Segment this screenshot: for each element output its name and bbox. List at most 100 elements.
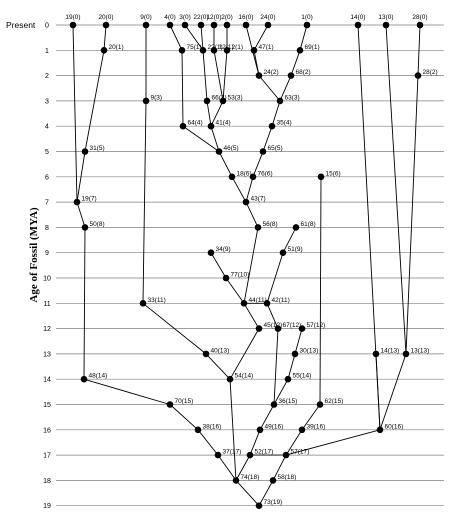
tree-node	[279, 249, 287, 256]
tree-node	[197, 21, 205, 29]
tree-node	[81, 148, 89, 155]
y-tick-label: 12	[43, 326, 51, 333]
tree-node	[102, 21, 110, 29]
tree-node	[382, 21, 390, 29]
tree-edge	[76, 151, 86, 203]
tree-edge	[245, 176, 254, 203]
node-label: 15(6)	[326, 170, 341, 177]
y-tick-label: 15	[43, 402, 51, 409]
node-label: 13(0)	[378, 14, 393, 21]
tree-node	[269, 477, 277, 484]
node-label: 77(10)	[231, 272, 250, 279]
tree-node	[414, 72, 422, 79]
node-label: 19(0)	[65, 14, 80, 21]
tree-edge	[271, 100, 281, 127]
tree-edge	[385, 24, 407, 354]
tree-node	[81, 224, 89, 231]
y-tick-label: 9	[45, 250, 49, 257]
node-label: 44(11)	[249, 297, 267, 304]
tree-edge	[213, 50, 224, 101]
y-tick-label: 7	[45, 200, 49, 207]
tree-node	[291, 350, 299, 358]
tree-edge	[279, 75, 292, 102]
tree-node	[178, 47, 186, 54]
y-tick-label: 14	[43, 377, 51, 384]
tree-node	[194, 426, 202, 434]
node-label: 64(4)	[188, 120, 203, 127]
node-label: 57(17)	[291, 449, 310, 456]
node-label: 56(8)	[263, 221, 278, 228]
tree-node	[203, 97, 211, 105]
y-tick-label: 18	[43, 478, 51, 485]
tree-node	[179, 122, 187, 130]
y-tick-label: 3	[45, 98, 49, 105]
node-label: 42(11)	[272, 297, 290, 304]
tree-edge	[83, 227, 86, 380]
tree-node	[255, 325, 263, 332]
tree-edge	[259, 404, 275, 431]
tree-node	[100, 47, 108, 54]
tree-edge	[83, 378, 171, 405]
tree-edge	[210, 252, 227, 279]
tree-edge	[294, 328, 303, 355]
node-label: 22(0)	[193, 14, 208, 21]
tree-node	[254, 224, 262, 231]
tree-edge	[218, 151, 233, 178]
tree-node	[284, 375, 292, 383]
tree-node	[223, 21, 231, 29]
node-label: 68(2)	[296, 69, 311, 76]
tree-edge	[225, 277, 245, 304]
node-label: 38(16)	[203, 423, 222, 430]
node-label: 20(0)	[98, 14, 113, 21]
node-label: 46(5)	[224, 145, 239, 152]
tree-node	[270, 401, 278, 408]
tree-node	[181, 21, 189, 29]
tree-edge	[299, 24, 308, 51]
tree-edge	[142, 302, 207, 355]
y-tick-label: 0	[45, 23, 49, 30]
tree-edge	[182, 125, 220, 152]
tree-edge	[273, 328, 279, 405]
tree-node	[215, 148, 223, 155]
tree-edge	[229, 379, 237, 481]
node-label: 24(2)	[264, 69, 279, 76]
tree-node	[166, 401, 174, 408]
node-label: 61(8)	[301, 221, 316, 228]
tree-edge	[301, 404, 321, 431]
y-tick-label: 4	[45, 124, 49, 131]
tree-edge	[181, 50, 184, 127]
node-label: 55(14)	[293, 373, 312, 380]
node-label: 73(19)	[264, 499, 283, 506]
node-label: 14(0)	[350, 14, 365, 21]
node-label: 19(7)	[82, 196, 97, 203]
tree-edge	[258, 480, 274, 506]
tree-edge	[229, 328, 260, 380]
node-label: 74(18)	[241, 474, 260, 481]
tree-node	[219, 97, 227, 105]
node-label: 48(14)	[89, 373, 108, 380]
tree-node	[250, 47, 258, 54]
tree-node	[249, 173, 257, 181]
y-tick-label: 1	[45, 48, 49, 55]
node-label: 2(1)	[232, 44, 244, 51]
node-label: 16(0)	[238, 14, 253, 21]
tree-node	[142, 21, 150, 29]
node-label: 12(0)	[206, 14, 221, 21]
tree-node	[228, 173, 236, 181]
tree-edge	[285, 429, 381, 456]
tree-node	[268, 122, 276, 130]
tree-edge	[417, 24, 421, 76]
y-tick-label: 5	[45, 149, 49, 156]
y-tick-label: 8	[45, 225, 49, 232]
tree-node	[207, 249, 215, 256]
tree-nodes: 19(0) 20(0) 9(0) 4(0) 3(0) 22(0)12(0) 2(0) 16(0…	[65, 14, 438, 510]
tree-node	[210, 47, 218, 54]
tree-edge	[253, 24, 269, 51]
y-tick-label: 13	[43, 351, 51, 358]
node-label: 62(15)	[325, 398, 344, 405]
y-tick-label: 2	[45, 73, 49, 80]
tree-node	[256, 426, 264, 434]
tree-edge	[272, 454, 287, 481]
tree-node	[317, 173, 325, 181]
